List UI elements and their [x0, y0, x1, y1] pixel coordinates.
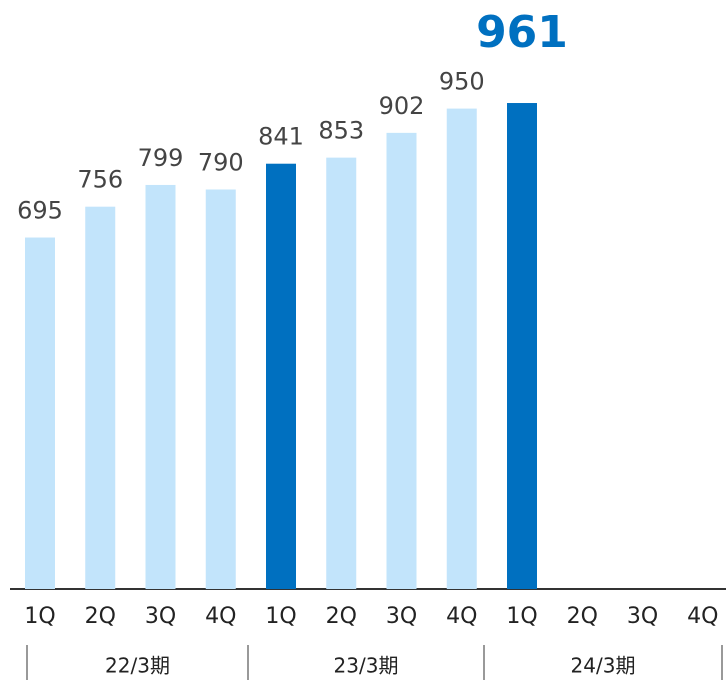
value-label: 841 — [258, 123, 304, 151]
bar — [25, 237, 55, 589]
x-tick-label: 1Q — [24, 604, 55, 629]
value-label-highlight: 961 — [476, 7, 568, 58]
x-tick-label: 1Q — [506, 604, 537, 629]
value-label: 756 — [77, 166, 123, 194]
bar — [326, 157, 357, 590]
value-label: 902 — [379, 92, 425, 120]
group-label: 22/3期 — [105, 654, 170, 678]
x-tick-label: 2Q — [326, 604, 357, 629]
group-label: 24/3期 — [571, 654, 636, 678]
x-tick-label: 3Q — [386, 604, 417, 629]
x-tick-label: 3Q — [627, 604, 658, 629]
x-tick-label: 4Q — [687, 604, 718, 629]
x-tick-label: 3Q — [145, 604, 176, 629]
x-tick-label: 2Q — [85, 604, 116, 629]
value-label: 799 — [138, 144, 184, 172]
value-label: 790 — [198, 148, 244, 176]
x-tick-label: 4Q — [205, 604, 236, 629]
bar — [85, 206, 116, 589]
bar — [446, 108, 477, 590]
x-tick-label: 1Q — [265, 604, 296, 629]
x-tick-label: 2Q — [567, 604, 598, 629]
bar — [507, 103, 537, 589]
value-label: 695 — [17, 197, 63, 225]
bar — [145, 184, 176, 590]
group-separators — [26, 645, 723, 680]
x-tick-label: 4Q — [446, 604, 477, 629]
value-label: 853 — [318, 117, 364, 145]
bar — [205, 189, 236, 589]
value-label: 950 — [439, 68, 485, 96]
group-label: 23/3期 — [334, 654, 399, 678]
bar — [386, 132, 417, 590]
bar — [266, 163, 296, 589]
